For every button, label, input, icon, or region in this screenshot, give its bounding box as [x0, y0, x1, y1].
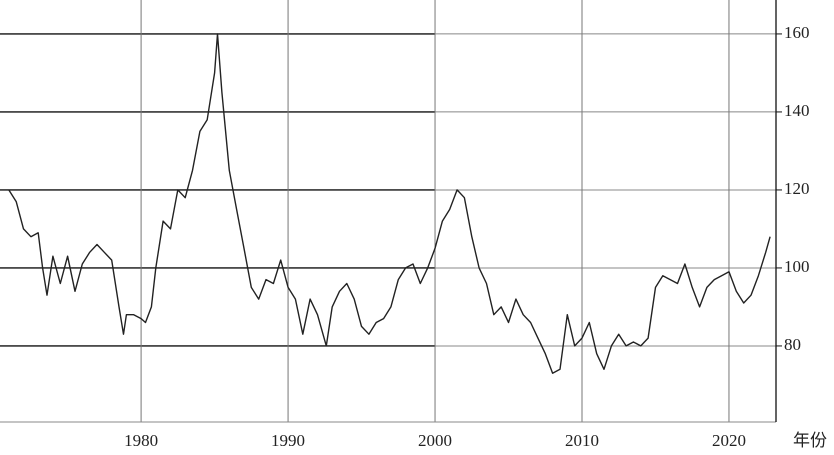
data-line: [8, 33, 771, 374]
y-tick-label: 160: [784, 23, 810, 42]
x-tick-label: 1980: [124, 431, 158, 450]
y-tick-label: 100: [784, 257, 810, 276]
x-tick-label: 2000: [418, 431, 452, 450]
x-axis-label: 年份: [793, 431, 827, 450]
y-tick-label: 80: [784, 335, 801, 354]
y-tick-label: 140: [784, 101, 810, 120]
x-tick-label: 2010: [565, 431, 599, 450]
x-tick-label: 1990: [271, 431, 305, 450]
x-tick-label: 2020: [712, 431, 746, 450]
y-tick-label: 120: [784, 179, 810, 198]
